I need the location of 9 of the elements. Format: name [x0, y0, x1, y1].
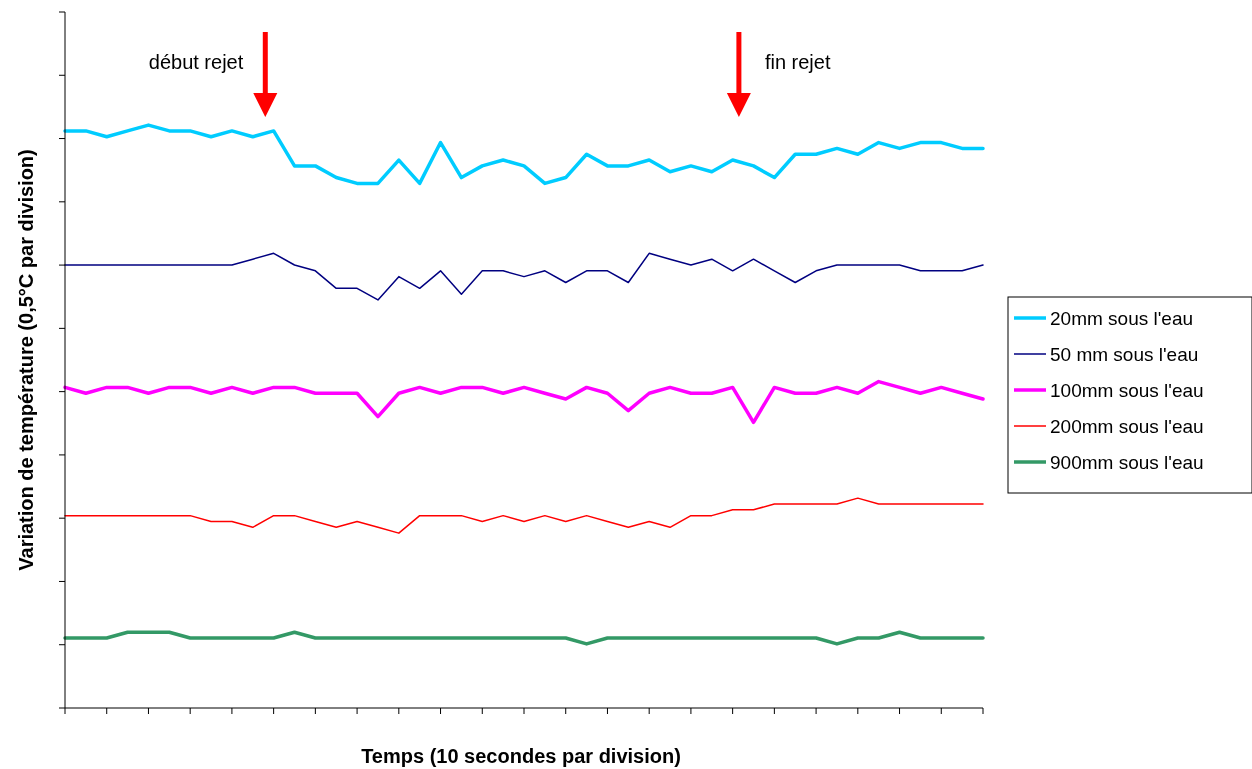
text: début rejet [148, 51, 244, 73]
legend-label: 900mm sous l'eau [1050, 452, 1204, 473]
x-axis-title: Temps (10 secondes par division) [361, 745, 681, 767]
legend-label: 100mm sous l'eau [1050, 380, 1204, 401]
legend-label: 200mm sous l'eau [1050, 416, 1204, 437]
legend-label: 50 mm sous l'eau [1050, 344, 1199, 365]
text: fin rejet [764, 51, 831, 73]
y-axis-title: Variation de température (0,5°C par division) [15, 149, 37, 571]
legend-label: 20mm sous l'eau [1050, 308, 1194, 329]
